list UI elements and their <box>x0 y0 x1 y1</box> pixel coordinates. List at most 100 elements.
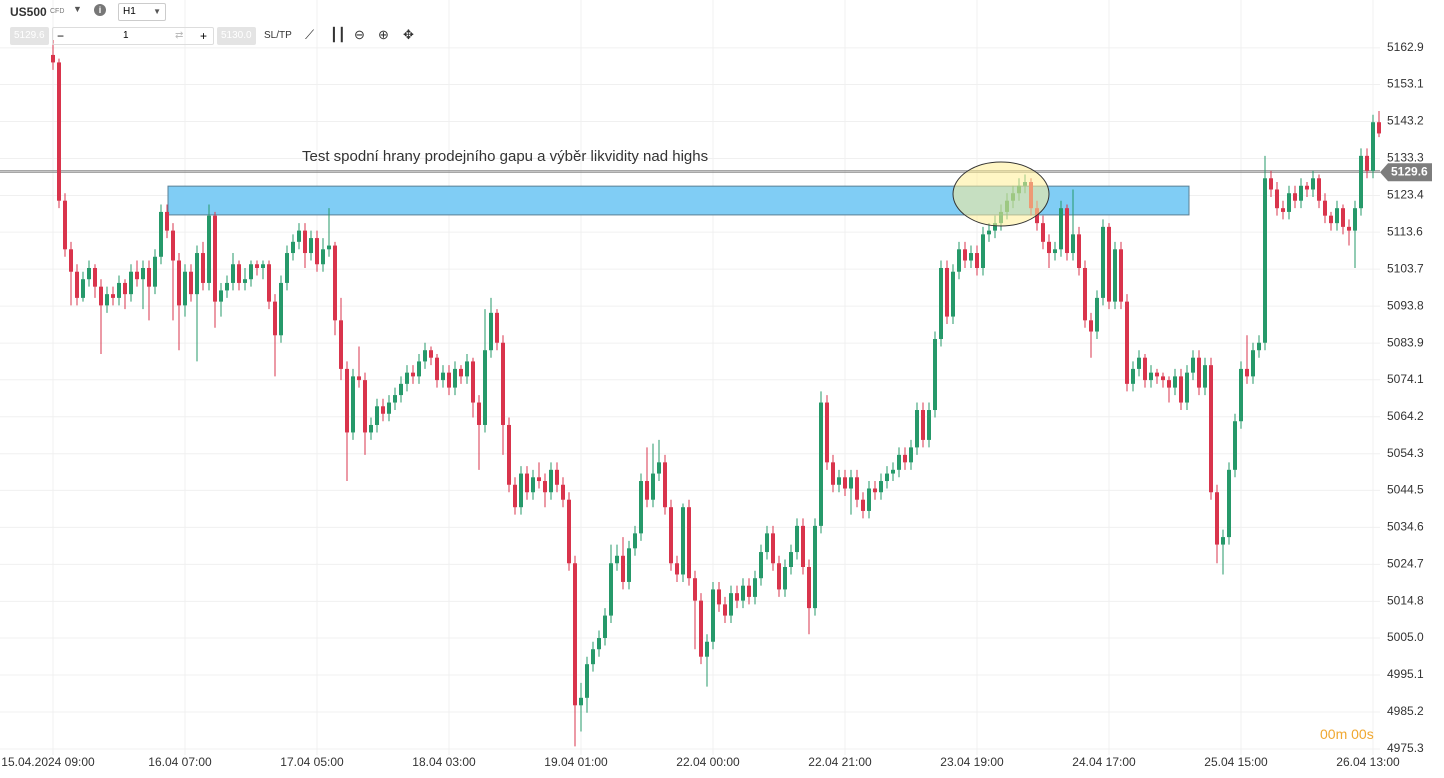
candle-body <box>1071 234 1075 254</box>
candle-body <box>303 230 307 254</box>
y-tick-label: 4975.3 <box>1387 741 1424 755</box>
candle-body <box>81 279 85 298</box>
candle-body <box>1233 421 1237 470</box>
candle-body <box>1227 469 1231 538</box>
zoom-in[interactable]: ⊕ <box>378 27 389 42</box>
line-tool[interactable]: ⟋ <box>305 27 315 42</box>
symbol-dropdown[interactable]: ▼ <box>73 4 82 14</box>
candle-body <box>153 256 157 287</box>
candle-body <box>993 223 997 231</box>
candle-body <box>189 271 193 295</box>
candle-body <box>363 380 367 433</box>
candle-body <box>345 368 349 433</box>
candle-body <box>171 230 175 261</box>
y-tick-label: 5083.9 <box>1387 335 1424 349</box>
candle-body <box>963 249 967 261</box>
candle-body <box>519 473 523 508</box>
swap-icon[interactable]: ⇄ <box>175 30 184 41</box>
info-icon[interactable]: i <box>94 4 106 16</box>
candle-body <box>435 357 439 381</box>
candle-body <box>651 473 655 500</box>
candle-body <box>1359 155 1363 209</box>
candle-body <box>57 62 61 201</box>
symbol[interactable]: US500 <box>10 5 47 19</box>
sell-price[interactable]: 5129.6 <box>10 27 49 45</box>
candle-body <box>1365 155 1369 171</box>
highlight-ellipse <box>952 161 1050 227</box>
candle-body <box>417 361 421 377</box>
candle-body <box>723 604 727 616</box>
candle-body <box>1197 357 1201 388</box>
candle-body <box>351 376 355 433</box>
candle-body <box>273 301 277 336</box>
candle-body <box>735 593 739 601</box>
candle-body <box>1371 122 1375 171</box>
y-tick-label: 5074.1 <box>1387 372 1424 386</box>
y-tick-label: 5064.2 <box>1387 409 1424 423</box>
candle-body <box>957 249 961 272</box>
candle-body <box>1179 376 1183 403</box>
candle-body <box>1041 223 1045 242</box>
candle-body <box>213 215 217 302</box>
candle-body <box>51 54 55 63</box>
candle-body <box>675 563 679 575</box>
candle-tool[interactable]: ┃┃ <box>330 27 346 42</box>
candle-body <box>1275 189 1279 209</box>
candle-body <box>381 406 385 414</box>
candle-body <box>1059 208 1063 250</box>
candle-body <box>897 454 901 470</box>
minus[interactable]: − <box>57 29 65 43</box>
candle-body <box>951 271 955 317</box>
x-tick-label: 24.04 17:00 <box>1072 755 1136 769</box>
candle-body <box>87 267 91 280</box>
candle-body <box>843 477 847 489</box>
x-tick-label: 16.04 07:00 <box>148 755 212 769</box>
candle-body <box>129 271 133 295</box>
x-tick-label: 17.04 05:00 <box>280 755 344 769</box>
candle-body <box>261 264 265 268</box>
candle-body <box>1107 226 1111 302</box>
candle-body <box>831 462 835 485</box>
candle-body <box>777 563 781 590</box>
timeframe-select[interactable]: H1 ▼ <box>118 3 166 21</box>
sltp-button[interactable]: SL/TP <box>264 30 292 41</box>
candle-body <box>459 368 463 377</box>
y-tick-label: 5103.7 <box>1387 261 1424 275</box>
candle-body <box>795 525 799 553</box>
candle-body <box>765 533 769 553</box>
candle-body <box>567 499 571 564</box>
candle-body <box>1311 178 1315 190</box>
candle-body <box>339 320 343 369</box>
candle-body <box>327 245 331 250</box>
candle-body <box>879 481 883 493</box>
candle-body <box>669 507 673 564</box>
candle-body <box>753 578 757 597</box>
candle-body <box>819 402 823 526</box>
candle-body <box>471 361 475 403</box>
candle-body <box>945 267 949 317</box>
candle-body <box>1299 185 1303 201</box>
candle-body <box>1191 357 1195 373</box>
candle-body <box>1119 249 1123 302</box>
candle-body <box>783 566 787 590</box>
candle-body <box>1377 122 1381 134</box>
candle-body <box>1305 185 1309 190</box>
quantity-input[interactable]: − 1 ⇄ + <box>52 27 214 45</box>
x-tick-label: 18.04 03:00 <box>412 755 476 769</box>
candle-body <box>291 241 295 254</box>
candle-body <box>207 215 211 283</box>
candle-body <box>405 372 409 384</box>
y-tick-label: 5093.8 <box>1387 298 1424 312</box>
move-tool[interactable]: ✥ <box>403 27 414 42</box>
zoom-out[interactable]: ⊖ <box>354 27 365 42</box>
candle-body <box>987 230 991 235</box>
candle-body <box>771 533 775 564</box>
candle-body <box>1101 226 1105 298</box>
buy-price[interactable]: 5130.0 <box>217 27 256 45</box>
plus[interactable]: + <box>200 29 208 43</box>
candle-body <box>873 488 877 493</box>
x-tick-label: 19.04 01:00 <box>544 755 608 769</box>
candle-body <box>1203 365 1207 388</box>
candle-body <box>1341 208 1345 227</box>
